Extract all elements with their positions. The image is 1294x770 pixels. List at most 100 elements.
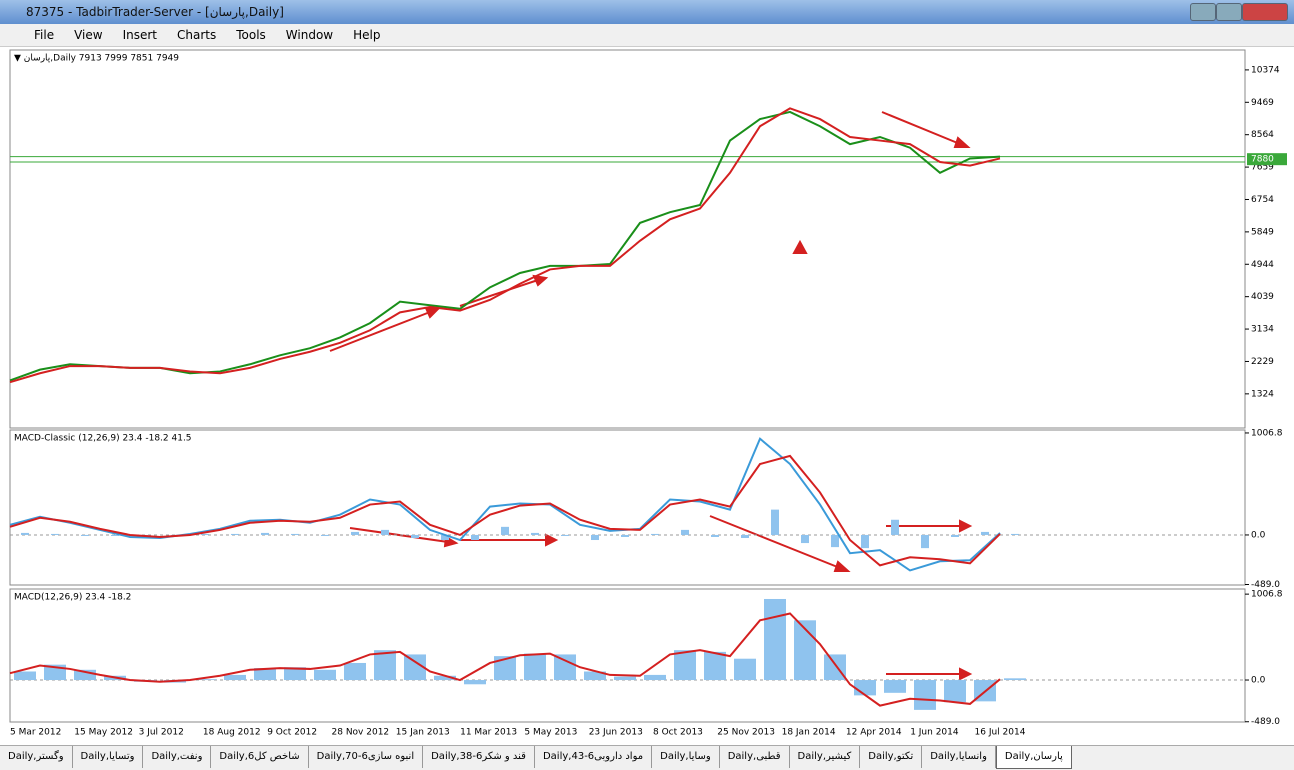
histogram-bar — [254, 668, 276, 681]
histogram-bar — [891, 519, 899, 535]
x-tick-label: 5 May 2013 — [524, 728, 577, 738]
histogram-bar — [831, 534, 839, 548]
indicator-line — [9, 454, 1001, 567]
histogram-bar — [524, 653, 546, 681]
x-tick-label: 11 Mar 2013 — [460, 728, 517, 738]
chart-tab[interactable]: Daily,شاخص کل6 — [211, 746, 309, 768]
histogram-bar — [584, 671, 606, 681]
tab-bar: Daily,وگستر Daily,وتسایا Daily,ونفت Daily,ش… — [0, 745, 1294, 770]
y-tick-label: 9469 — [1251, 98, 1274, 108]
menu-item[interactable]: Insert — [122, 28, 157, 42]
histogram-bar — [111, 534, 119, 536]
chart-tab[interactable]: Daily,وتسایا — [73, 746, 144, 768]
title-bar: 87375 - TadbirTrader-Server - [پارسان,Da… — [0, 0, 1294, 24]
chart-tab[interactable]: Daily,انبوه سازی6-70 — [309, 746, 424, 768]
chart-tab[interactable]: Daily,قند و شکر6-38 — [423, 746, 535, 768]
histogram-bar — [464, 680, 486, 685]
x-tick-label: 15 May 2012 — [74, 728, 133, 738]
histogram-bar — [944, 680, 966, 703]
y-tick-label: 1006.8 — [1251, 590, 1283, 600]
menu-item[interactable]: Window — [285, 28, 334, 42]
histogram-bar — [501, 526, 509, 535]
chart-tab[interactable]: Daily,مواد داروبی6-43 — [535, 746, 653, 768]
histogram-bar — [644, 674, 666, 681]
x-tick-label: 16 Jul 2014 — [975, 728, 1026, 738]
y-tick-label: 0.0 — [1251, 530, 1266, 540]
menu-item[interactable]: View — [74, 28, 103, 42]
y-tick-label: 4944 — [1251, 260, 1274, 270]
histogram-bar — [291, 533, 299, 535]
chart-tab[interactable]: Daily,وگستر — [0, 746, 73, 768]
histogram-bar — [441, 534, 449, 541]
y-tick-label: 4039 — [1251, 292, 1274, 302]
y-tick-label: 8564 — [1251, 130, 1274, 140]
histogram-bar — [711, 534, 719, 537]
chart-tab[interactable]: Daily,پارسان — [995, 746, 1072, 769]
macd-classic-pane — [9, 429, 1246, 586]
y-tick-label: 2229 — [1251, 357, 1274, 367]
close-button[interactable] — [1242, 3, 1288, 21]
y-tick-label: 1006.8 — [1251, 428, 1283, 438]
chart-tab[interactable]: Daily,تکتو — [860, 746, 923, 768]
histogram-bar — [681, 529, 689, 535]
x-tick-label: 15 Jan 2013 — [396, 728, 450, 738]
y-tick-label: -489.0 — [1251, 717, 1280, 727]
histogram-bar — [771, 509, 779, 535]
menu-item[interactable]: File — [34, 28, 55, 42]
chart-tab[interactable]: Daily,کیشیر — [790, 746, 861, 768]
histogram-bar — [374, 650, 396, 681]
x-tick-label: 28 Nov 2012 — [332, 728, 390, 738]
indicator-line — [9, 612, 1001, 707]
menu-item[interactable]: Tools — [236, 28, 266, 42]
price-label: 7880 — [1251, 155, 1274, 165]
histogram-bar — [914, 680, 936, 710]
histogram-bar — [884, 680, 906, 693]
y-tick-label: -489.0 — [1251, 580, 1280, 590]
histogram-bar — [854, 680, 876, 696]
histogram-bar — [494, 656, 516, 681]
y-tick-label: 7659 — [1251, 163, 1274, 173]
pane-header: ▼ پارسان,Daily 7913 7999 7851 7949 — [14, 54, 179, 64]
histogram-bar — [674, 650, 696, 681]
histogram-bar — [51, 533, 59, 535]
chart-tab[interactable]: Daily,وانسایا — [922, 746, 996, 768]
menu-item[interactable]: Help — [353, 28, 381, 42]
menu-bar: File View Insert Charts Tools Window Help — [0, 24, 1294, 47]
pane-header: MACD(12,26,9) 23.4 -18.2 — [14, 593, 131, 603]
histogram-bar — [351, 531, 359, 535]
histogram-bar — [21, 532, 29, 535]
histogram-bar — [1011, 533, 1019, 535]
chart-tab[interactable]: Daily,وسایا — [652, 746, 720, 768]
histogram-bar — [74, 669, 96, 681]
chart-tab[interactable]: Daily,قطبی — [720, 746, 790, 768]
histogram-bar — [651, 533, 659, 535]
macd-pane — [9, 588, 1246, 723]
histogram-bar — [824, 654, 846, 681]
histogram-bar — [1004, 678, 1026, 681]
histogram-bar — [381, 529, 389, 535]
chart-tab[interactable]: Daily,ونفت — [143, 746, 212, 768]
menu-item[interactable]: Charts — [177, 28, 217, 42]
maximize-button[interactable] — [1216, 3, 1242, 21]
annotation-arrows — [329, 111, 973, 681]
histogram-bar — [314, 669, 336, 681]
histogram-bar — [224, 674, 246, 681]
minimize-button[interactable] — [1190, 3, 1216, 21]
x-tick-label: 5 Mar 2012 — [10, 728, 61, 738]
y-tick-label: 10374 — [1251, 65, 1280, 75]
histogram-bar — [591, 534, 599, 541]
histogram-bar — [81, 534, 89, 536]
y-tick-label: 3134 — [1251, 325, 1274, 335]
histogram-bar — [531, 532, 539, 535]
indicator-line — [9, 107, 1001, 384]
x-tick-label: 23 Jun 2013 — [589, 728, 643, 738]
histogram-bar — [554, 654, 576, 681]
histogram-bar — [284, 667, 306, 681]
histogram-bar — [704, 651, 726, 681]
histogram-bar — [951, 534, 959, 537]
x-tick-label: 9 Oct 2012 — [267, 728, 317, 738]
histogram-bar — [411, 534, 419, 538]
x-tick-label: 18 Jan 2014 — [782, 728, 836, 738]
x-tick-label: 12 Apr 2014 — [846, 728, 902, 738]
